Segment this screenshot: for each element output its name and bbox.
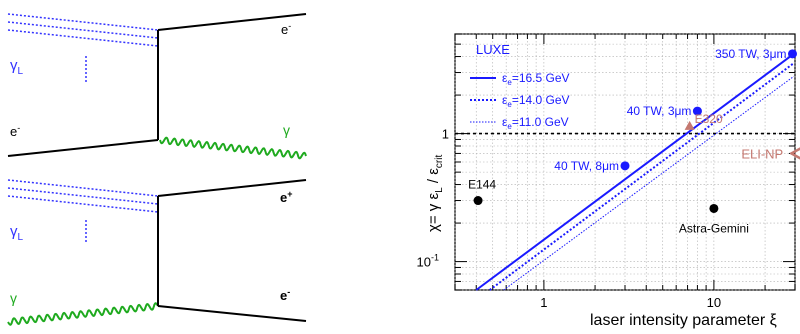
- laser-photon-label-bottom: γL: [10, 223, 24, 243]
- annotation-marker-0: [684, 120, 695, 130]
- legend-title: LUXE: [476, 42, 510, 57]
- electron-out-label-top: e-: [281, 21, 291, 37]
- laser-photon-label-top: γL: [10, 57, 24, 77]
- x-tick-label: 10: [707, 295, 721, 310]
- data-point-3: [473, 196, 483, 206]
- data-point-label-2: 350 TW, 3μm: [715, 47, 786, 61]
- series-line-0: [475, 53, 795, 291]
- diagram-breit-wheeler: γL γ e+ e-: [7, 179, 307, 326]
- diagram-compton: γL e- e- γ: [7, 13, 307, 160]
- legend-label-0: εe=16.5 GeV: [502, 71, 570, 87]
- laser-photon-lines-top: [7, 13, 159, 82]
- legend-label-2: εe=11.0 GeV: [502, 115, 569, 131]
- y-axis-label: χ= γ εL / εcrit: [425, 155, 445, 232]
- x-tick-label: 1: [540, 295, 547, 310]
- electron-in-label-top: e-: [10, 123, 20, 139]
- y-tick-label: 10-1: [417, 253, 439, 270]
- gamma-out-label-top: γ: [283, 122, 290, 138]
- data-point-1: [692, 106, 702, 116]
- positron-out-line: [157, 179, 307, 197]
- annotation-label-0: E320: [695, 112, 723, 126]
- y-tick-label: 1: [442, 127, 449, 142]
- data-point-2: [787, 49, 797, 59]
- series-line-2: [503, 75, 795, 291]
- series-line-1: [489, 62, 795, 291]
- electron-label-bottom: e-: [280, 287, 290, 303]
- electron-in-line-top: [7, 139, 159, 157]
- data-point-label-3: E144: [468, 178, 496, 192]
- electron-out-line-bottom: [157, 305, 307, 322]
- tick-labels: 1 10 10-1 1: [417, 127, 722, 310]
- grid-lines: [454, 33, 796, 291]
- electron-out-line-top: [157, 13, 307, 31]
- gamma-out-wave-top: [159, 136, 307, 160]
- gamma-in-wave-bottom: [7, 302, 159, 326]
- chi-vs-xi-chart: 1 10 10-1 1 40 TW, 8μm 40 TW, 3μm 350 TW, 3μm…: [417, 33, 797, 329]
- series-lines: [475, 53, 795, 291]
- data-point-label-1: 40 TW, 3μm: [627, 104, 692, 118]
- laser-photon-lines-bottom: [7, 179, 159, 244]
- annotation-label-1: ELI-NP: [741, 146, 783, 161]
- legend: LUXE εe=16.5 GeV εe=14.0 GeV εe=11.0 GeV: [470, 42, 570, 131]
- data-point-0: [620, 161, 630, 171]
- x-axis-label: laser intensity parameter ξ: [590, 312, 777, 329]
- legend-label-1: εe=14.0 GeV: [502, 93, 570, 109]
- data-point-label-0: 40 TW, 8μm: [554, 159, 619, 173]
- positron-label: e+: [280, 189, 293, 205]
- data-point-label-4: Astra-Gemini: [679, 221, 749, 235]
- data-points: 40 TW, 8μm 40 TW, 3μm 350 TW, 3μm E144 Astra…: [468, 47, 797, 235]
- data-point-4: [709, 203, 719, 213]
- annotations: E320 ELI-NP: [684, 112, 794, 162]
- gamma-in-label-bottom: γ: [10, 290, 17, 306]
